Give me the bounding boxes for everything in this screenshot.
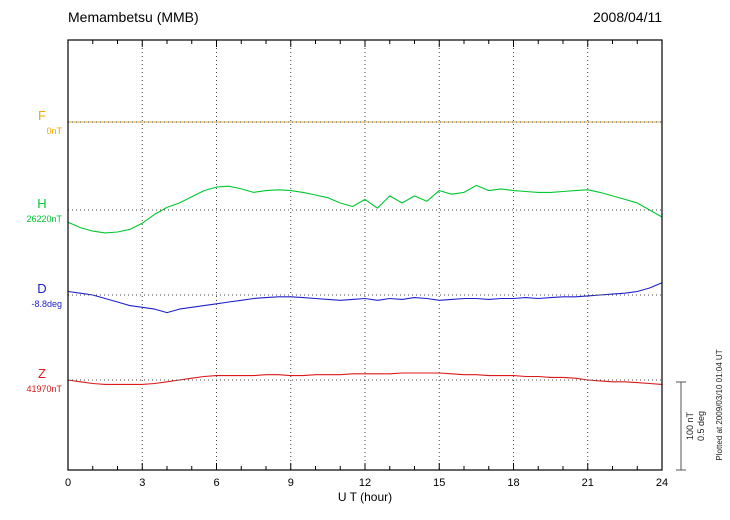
- component-baseline-D: -8.8deg: [31, 299, 62, 309]
- x-tick-label-12: 12: [359, 477, 371, 489]
- component-label-H: H: [37, 196, 46, 211]
- component-label-F: F: [38, 108, 46, 123]
- x-tick-label-15: 15: [433, 477, 445, 489]
- x-axis-label: U T (hour): [338, 490, 392, 504]
- x-tick-label-6: 6: [213, 477, 219, 489]
- x-tick-label-3: 3: [139, 477, 145, 489]
- x-tick-label-9: 9: [288, 477, 294, 489]
- x-tick-label-21: 21: [582, 477, 594, 489]
- baseline-lines: [68, 121, 662, 381]
- trace-D: [67, 282, 663, 314]
- component-baseline-F: 0nT: [46, 126, 62, 136]
- x-tick-labels: 0 3 6 9 12 15 18 21 24: [65, 477, 668, 489]
- x-tick-label-18: 18: [507, 477, 519, 489]
- component-baseline-H: 26220nT: [26, 214, 62, 224]
- component-baseline-Z: 41970nT: [26, 384, 62, 394]
- component-label-D: D: [37, 281, 46, 296]
- plotted-at-note: Plotted at 2009/03/10 01:04 UT: [715, 349, 724, 460]
- axis-ticks: [92, 40, 638, 470]
- x-tick-label-24: 24: [656, 477, 668, 489]
- scale-label-deg: 0.5 deg: [696, 411, 706, 441]
- trace-Z: [67, 372, 663, 385]
- trace-H: [67, 184, 663, 234]
- grid-lines: [141, 40, 589, 470]
- component-label-Z: Z: [38, 366, 46, 381]
- traces: [67, 121, 663, 385]
- scale-label-nt: 100 nT: [685, 411, 695, 440]
- date-label: 2008/04/11: [593, 9, 662, 25]
- station-title: Memambetsu (MMB): [68, 9, 199, 25]
- scale-bar: [676, 381, 686, 471]
- x-tick-label-0: 0: [65, 477, 71, 489]
